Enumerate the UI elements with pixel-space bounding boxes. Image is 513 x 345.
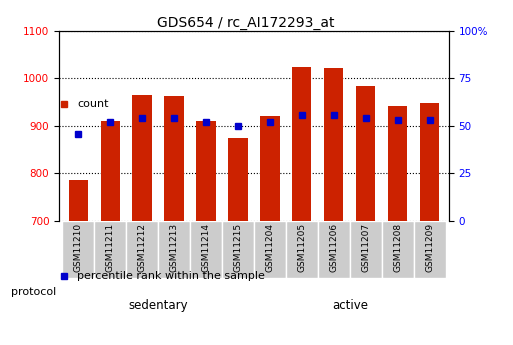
Text: GSM11205: GSM11205 <box>298 223 306 272</box>
Bar <box>254 221 286 278</box>
Bar <box>158 221 190 278</box>
Bar <box>382 221 413 278</box>
Text: count: count <box>77 99 108 108</box>
Bar <box>350 221 382 278</box>
Text: GSM11214: GSM11214 <box>202 223 210 272</box>
Bar <box>222 221 254 278</box>
Bar <box>260 117 280 221</box>
Text: GSM11204: GSM11204 <box>265 223 274 272</box>
Bar <box>69 180 88 221</box>
Text: GSM11211: GSM11211 <box>106 223 114 272</box>
Text: GSM11208: GSM11208 <box>393 223 402 272</box>
Text: GSM11206: GSM11206 <box>329 223 339 272</box>
Text: GSM11210: GSM11210 <box>74 223 83 272</box>
Text: percentile rank within the sample: percentile rank within the sample <box>77 271 265 281</box>
Text: GDS654 / rc_AI172293_at: GDS654 / rc_AI172293_at <box>157 16 335 30</box>
Text: GSM11207: GSM11207 <box>361 223 370 272</box>
Bar <box>165 96 184 221</box>
Text: GSM11209: GSM11209 <box>425 223 434 272</box>
Bar <box>324 68 343 221</box>
Bar <box>101 121 120 221</box>
Text: GSM11215: GSM11215 <box>233 223 243 272</box>
Bar <box>420 103 439 221</box>
Bar <box>196 121 215 221</box>
Text: GSM11213: GSM11213 <box>169 223 179 272</box>
Bar <box>190 221 222 278</box>
Text: sedentary: sedentary <box>128 299 188 312</box>
Bar <box>286 221 318 278</box>
Text: active: active <box>332 299 368 312</box>
Bar <box>318 221 350 278</box>
Bar <box>413 221 446 278</box>
Bar <box>292 67 311 221</box>
Bar <box>62 221 94 278</box>
Bar <box>126 221 158 278</box>
Bar <box>228 138 248 221</box>
Bar <box>356 86 376 221</box>
Bar <box>94 221 126 278</box>
Bar <box>132 95 152 221</box>
Text: protocol: protocol <box>11 287 56 296</box>
Bar <box>388 106 407 221</box>
Text: GSM11212: GSM11212 <box>137 223 147 272</box>
